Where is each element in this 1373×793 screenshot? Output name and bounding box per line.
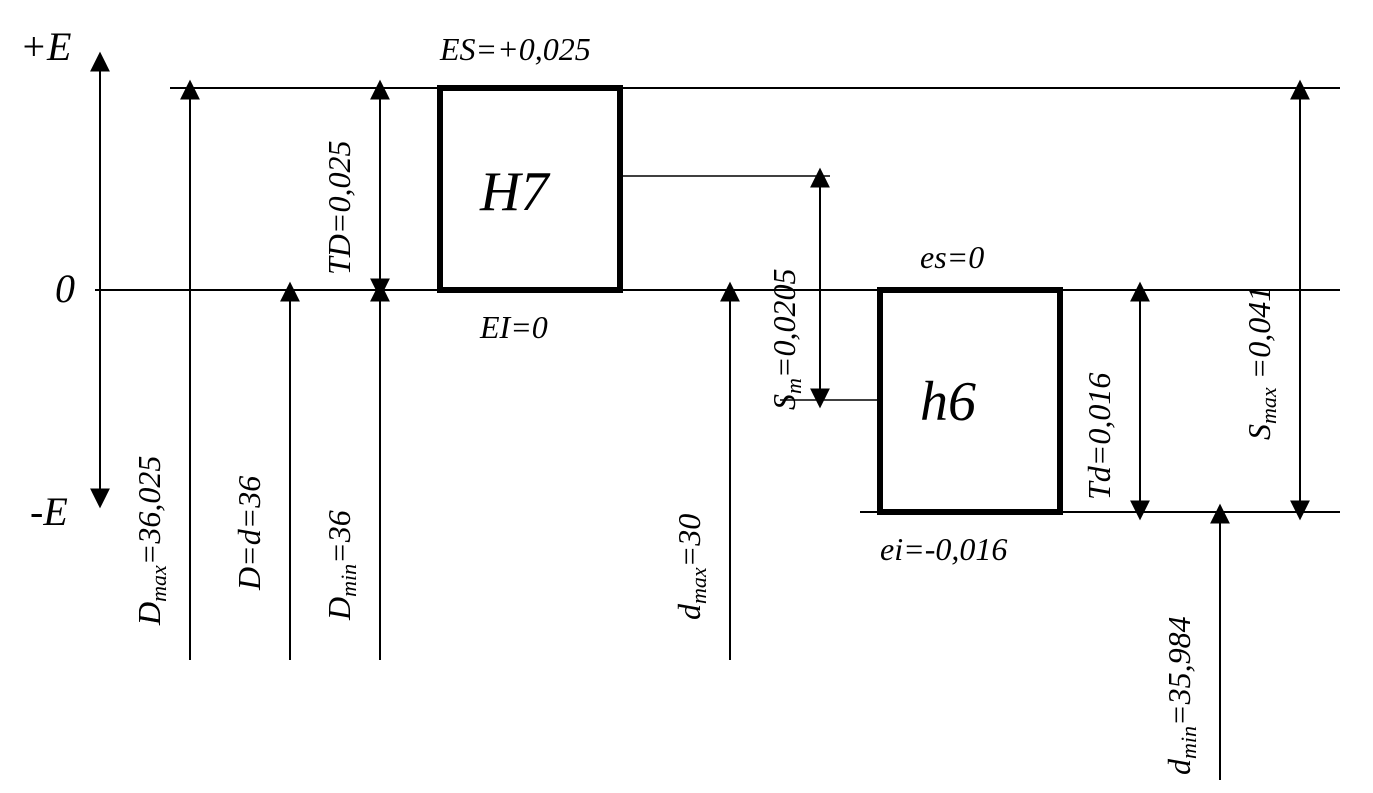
sm-text: Sm=0,0205 [766, 269, 806, 410]
dmax-shaft-text: dmax=30 [671, 514, 711, 620]
ei-shaft-label: ei=-0,016 [880, 531, 1007, 567]
shaft-box-label: h6 [920, 371, 976, 433]
dmin-text: Dmin=36 [321, 510, 361, 621]
es-label: ES=+0,025 [439, 31, 591, 67]
ei-label: EI=0 [479, 309, 548, 345]
smax-text: Smax =0,041 [1241, 286, 1281, 440]
zero-label: 0 [55, 266, 75, 311]
tolerance-diagram: +E 0 -E H7 h6 ES=+0,025 EI=0 es=0 ei=-0,… [0, 0, 1373, 793]
dmin-shaft-text: dmin=35,984 [1161, 616, 1201, 775]
td-shaft-text: Td=0,016 [1081, 373, 1117, 500]
plus-e-label: +E [20, 24, 71, 69]
minus-e-label: -E [30, 489, 68, 534]
dmax-text: Dmax=36,025 [131, 456, 171, 626]
dd-text: D=d=36 [231, 476, 267, 591]
td-text: TD=0,025 [321, 141, 357, 276]
hole-box-label: H7 [479, 161, 550, 223]
es-shaft-label: es=0 [920, 239, 984, 275]
